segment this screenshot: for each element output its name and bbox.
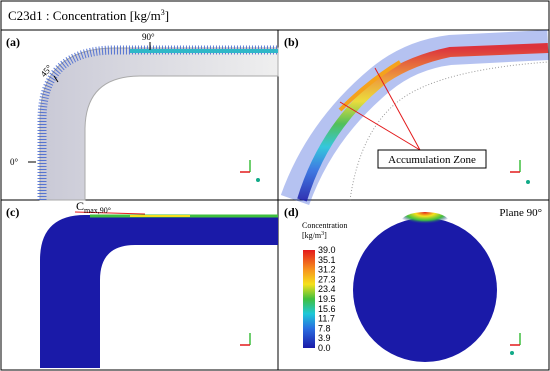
colorbar-tick-label: 3.9 [318, 333, 331, 343]
axis-icon [240, 160, 530, 355]
unit: [kg/m [302, 231, 322, 240]
pipe [280, 30, 549, 206]
callout-box [377, 149, 487, 169]
unit-close: ] [324, 231, 327, 240]
panel-label: (c) [6, 205, 19, 219]
panel-label: (a) [6, 35, 20, 49]
plane-label: Plane 90° [499, 207, 542, 219]
colorbar-tick-label: 39.0 [318, 245, 336, 255]
pipe [39, 47, 279, 201]
arrow [374, 67, 421, 151]
annotation: Cmax,90° [76, 199, 111, 215]
colorbar-unit: [kg/m3] [302, 231, 327, 240]
hot-zone [401, 212, 449, 232]
annotation-base: C [76, 199, 84, 213]
colorbar-tick-label: 27.3 [318, 274, 336, 284]
title-text: C23d1 : Concentration [8, 8, 127, 23]
cross-section [353, 218, 497, 362]
arrow [339, 101, 421, 151]
colorbar [303, 250, 315, 348]
hot-zone [338, 60, 402, 112]
particles [37, 45, 278, 200]
annotation-subscript: max,90° [84, 206, 111, 215]
colorbar-tick-label: 31.2 [318, 265, 336, 275]
marker [53, 75, 59, 83]
colorbar-tick-label: 11.7 [318, 314, 335, 324]
panel-label: (b) [284, 35, 299, 49]
colorbar-tick-label: 35.1 [318, 255, 336, 265]
particles [297, 43, 549, 202]
colorbar-tick-label: 15.6 [318, 304, 336, 314]
colorbar-title: Concentration [302, 221, 347, 230]
annotation: Accumulation Zone [388, 154, 476, 166]
arrow [74, 211, 146, 215]
pipe [40, 215, 278, 368]
angle-label: 90° [142, 32, 155, 42]
colorbar-tick-label: 7.8 [318, 323, 331, 333]
colorbar-tick-label: 0.0 [318, 343, 331, 353]
figure-title: C23d1 : Concentration [kg/m3] [8, 8, 169, 23]
angle-label: 0° [10, 157, 19, 167]
colorbar-tick-label: 19.5 [318, 294, 336, 304]
title-unit: [kg/m [130, 8, 161, 23]
colorbar-tick-label: 23.4 [318, 284, 336, 294]
panel-label: (d) [284, 205, 299, 219]
colorbar-ticks: 39.035.131.227.323.419.515.611.77.83.90.… [318, 245, 336, 353]
title-close: ] [165, 8, 169, 23]
pipe-wall [349, 61, 549, 201]
unit-exponent: 3 [321, 231, 324, 237]
title-exponent: 3 [161, 8, 165, 17]
